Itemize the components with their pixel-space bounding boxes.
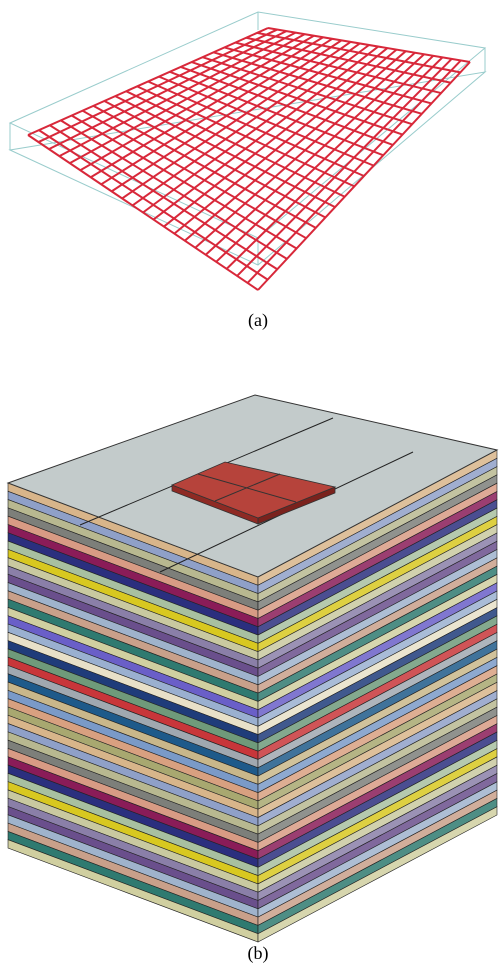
caption: (b) bbox=[248, 943, 269, 964]
rebar-grid bbox=[28, 28, 470, 290]
page: (a) (b) (() => { const data = JSON.parse… bbox=[0, 0, 499, 969]
figure: (a) (b) bbox=[0, 0, 499, 969]
panel-b bbox=[8, 395, 497, 942]
panel-a bbox=[10, 12, 485, 290]
caption: (a) bbox=[248, 310, 268, 331]
